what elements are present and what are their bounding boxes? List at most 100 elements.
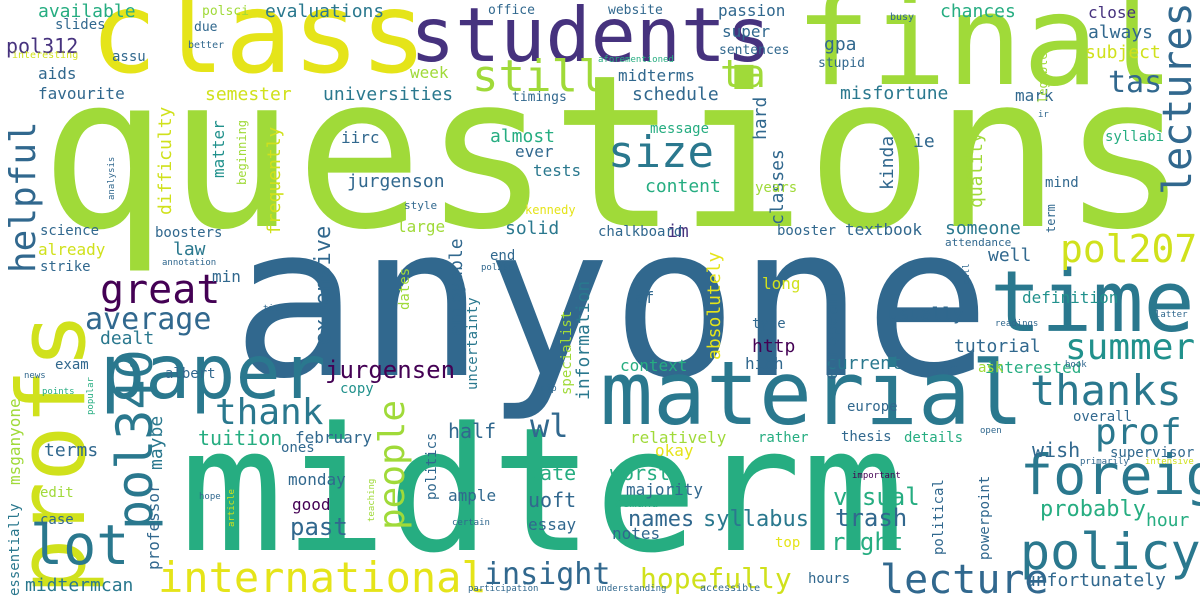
word: information xyxy=(573,280,594,400)
word: busy xyxy=(890,12,915,23)
word: case xyxy=(40,512,74,528)
word: thesis xyxy=(841,429,892,445)
word: hour xyxy=(1146,510,1190,531)
word: favourite xyxy=(38,84,125,103)
word: summer xyxy=(1065,327,1196,368)
word: strike xyxy=(40,259,91,275)
word: syllabi xyxy=(1105,129,1165,145)
word: style xyxy=(404,199,438,212)
word: tas xyxy=(1108,65,1163,100)
word: people xyxy=(372,399,413,530)
word: super xyxy=(722,22,771,41)
word: assu xyxy=(112,49,146,65)
word: legible xyxy=(1036,52,1050,103)
word: frequently xyxy=(264,126,285,235)
word: top xyxy=(775,535,801,551)
word: research xyxy=(964,151,974,195)
word: february xyxy=(295,428,373,447)
word: someone xyxy=(945,218,1021,239)
word: average xyxy=(85,302,212,337)
word: material xyxy=(600,342,1024,445)
word: af xyxy=(635,288,655,307)
word: understanding xyxy=(596,584,667,594)
word: notes xyxy=(612,524,661,543)
word: helpful xyxy=(3,121,44,273)
word: aids xyxy=(38,64,77,83)
word: terms xyxy=(44,440,99,461)
word: primarily xyxy=(1080,457,1129,467)
word: slides xyxy=(55,17,106,33)
word: monday xyxy=(288,470,346,489)
word: end xyxy=(490,248,516,264)
word: size xyxy=(608,127,714,178)
word: book xyxy=(1065,360,1087,370)
word: subject xyxy=(1085,42,1161,63)
word: accessible xyxy=(700,583,761,594)
word: ta xyxy=(720,52,766,96)
word: schedule xyxy=(632,84,719,105)
word: kinda xyxy=(877,135,898,190)
word: pol208 xyxy=(481,263,514,273)
word: worst xyxy=(610,461,671,485)
word: uncertainty xyxy=(465,297,481,390)
word: late xyxy=(528,461,577,485)
word: albert xyxy=(165,366,216,382)
word: demand xyxy=(615,496,659,510)
word: hope xyxy=(199,492,221,502)
word: popular xyxy=(86,377,96,415)
word: pol207 xyxy=(1060,227,1198,271)
word: well xyxy=(988,245,1032,266)
word: essay xyxy=(528,515,577,534)
word: term xyxy=(1044,204,1058,233)
word: uoft xyxy=(528,488,577,512)
word: universities xyxy=(323,84,454,105)
word: tests xyxy=(533,161,582,180)
word: foreign xyxy=(1020,443,1200,507)
word: article xyxy=(227,489,237,527)
word: time xyxy=(990,253,1195,352)
word: passion xyxy=(718,1,786,20)
word: mark xyxy=(1015,86,1054,105)
word: thank xyxy=(215,392,324,433)
word: evaluations xyxy=(265,1,385,22)
word: usually xyxy=(888,304,964,325)
word: questions xyxy=(40,29,1189,276)
word: overall xyxy=(1073,409,1133,425)
word: ever xyxy=(515,142,554,161)
word: polsci xyxy=(202,4,249,19)
word: dates xyxy=(397,267,413,310)
word: syllabus xyxy=(703,507,809,532)
word: past xyxy=(290,513,348,541)
word: better xyxy=(188,40,225,51)
word: unfortunately xyxy=(1025,570,1166,591)
word: definition xyxy=(1022,288,1119,307)
word: edit xyxy=(40,485,74,501)
word: always xyxy=(1088,22,1154,43)
word: hard xyxy=(750,96,771,140)
word: open xyxy=(980,426,1002,436)
word: booster xyxy=(777,223,837,239)
word: expensive xyxy=(311,225,336,345)
word: type xyxy=(752,316,786,332)
word: law xyxy=(173,239,206,260)
word: office xyxy=(488,3,535,18)
word: dealt xyxy=(100,328,155,349)
word: midterm xyxy=(180,390,905,591)
word: semester xyxy=(205,84,292,105)
word: interesting xyxy=(12,50,79,61)
word: points xyxy=(42,387,75,397)
word: international xyxy=(158,553,487,600)
word: solid xyxy=(505,218,560,239)
word: politics xyxy=(424,432,440,500)
word: high xyxy=(745,354,784,373)
word: majority xyxy=(626,480,704,499)
word: content xyxy=(645,176,721,197)
word: chances xyxy=(940,1,1016,22)
word: pol312 xyxy=(6,34,79,58)
word: right xyxy=(831,528,904,556)
word: iirc xyxy=(341,128,380,147)
word: almost xyxy=(490,126,556,147)
word: science xyxy=(40,223,100,239)
word: tutorial xyxy=(954,336,1041,357)
